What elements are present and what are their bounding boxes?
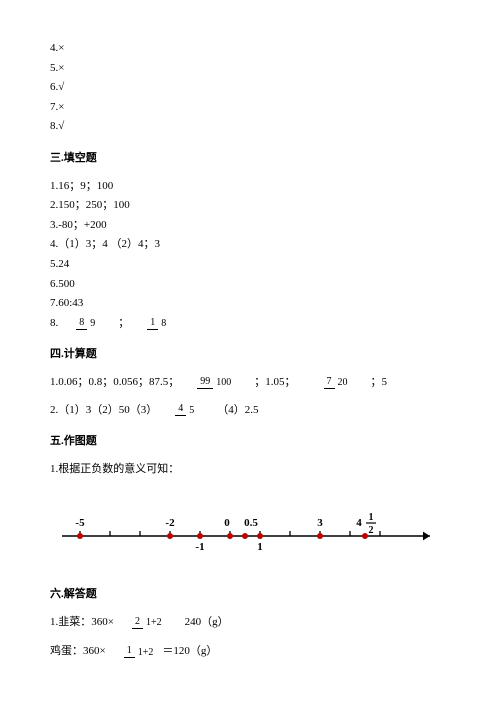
sep: ； bbox=[118, 315, 129, 333]
svg-text:1: 1 bbox=[369, 512, 374, 523]
section5-title: 五.作图题 bbox=[50, 433, 450, 451]
section5-caption: 1.根据正负数的意义可知： bbox=[50, 461, 450, 479]
number-line-svg: -5-2-100.513412 bbox=[50, 492, 450, 572]
frac-den: 20 bbox=[335, 377, 351, 388]
number-line-chart: -5-2-100.513412 bbox=[50, 492, 450, 572]
svg-text:0.5: 0.5 bbox=[244, 517, 258, 529]
svg-text:3: 3 bbox=[317, 517, 323, 529]
section3-body: 1.16；9；100 2.150；250；100 3.-80；+200 4.（1… bbox=[50, 178, 450, 333]
frac-num: 4 bbox=[175, 404, 186, 416]
section6-body: 1.韭菜：360× 2 1+2 240（g） 鸡蛋：360× 1 1+2 ＝12… bbox=[50, 614, 450, 661]
tf-item: 4.× bbox=[50, 40, 450, 58]
section4-body: 1.0.06；0.8；0.056；87.5； 99 100 ；1.05； 7 2… bbox=[50, 374, 450, 419]
svg-text:2: 2 bbox=[369, 525, 374, 536]
mid: ；1.05； bbox=[254, 374, 295, 392]
tf-mark: × bbox=[58, 62, 64, 74]
tf-mark: √ bbox=[58, 120, 64, 132]
tf-mark: × bbox=[58, 42, 64, 54]
section6-title: 六.解答题 bbox=[50, 586, 450, 604]
frac-den: 8 bbox=[158, 318, 169, 329]
prefix: 鸡蛋：360× bbox=[50, 643, 106, 661]
frac-num: 99 bbox=[197, 377, 213, 389]
frac-den: 100 bbox=[213, 377, 234, 388]
fraction: 1 8 bbox=[147, 318, 169, 330]
tf-item: 8.√ bbox=[50, 118, 450, 136]
svg-text:-1: -1 bbox=[195, 541, 204, 553]
frac-den: 9 bbox=[87, 318, 98, 329]
frac-den: 1+2 bbox=[143, 617, 165, 628]
fraction: 8 9 bbox=[76, 318, 98, 330]
fill-line: 5.24 bbox=[50, 256, 450, 274]
tf-list: 4.× 5.× 6.√ 7.× 8.√ bbox=[50, 40, 450, 136]
tf-item: 5.× bbox=[50, 60, 450, 78]
tf-mark: × bbox=[58, 101, 64, 113]
tf-item: 6.√ bbox=[50, 79, 450, 97]
svg-text:1: 1 bbox=[257, 541, 263, 553]
tail: 240（g） bbox=[185, 614, 229, 632]
svg-text:0: 0 bbox=[224, 517, 230, 529]
fraction: 2 1+2 bbox=[132, 617, 165, 629]
frac-num: 2 bbox=[132, 617, 143, 629]
fill-line: 6.500 bbox=[50, 276, 450, 294]
calc-line-1: 1.0.06；0.8；0.056；87.5； 99 100 ；1.05； 7 2… bbox=[50, 374, 450, 392]
frac-den: 1+2 bbox=[135, 647, 157, 658]
frac-den: 5 bbox=[186, 405, 197, 416]
tf-num: 8. bbox=[50, 120, 58, 132]
tf-num: 6. bbox=[50, 81, 58, 93]
tf-num: 5. bbox=[50, 62, 58, 74]
solve-line-2: 鸡蛋：360× 1 1+2 ＝120（g） bbox=[50, 643, 450, 661]
tail: （4）2.5 bbox=[217, 402, 258, 420]
svg-text:4: 4 bbox=[356, 517, 362, 529]
fill-line-8: 8. 8 9 ； 1 8 bbox=[50, 315, 450, 333]
frac-num: 8 bbox=[76, 318, 87, 330]
tf-num: 7. bbox=[50, 101, 58, 113]
prefix: 2.（1）3（2）50（3） bbox=[50, 402, 157, 420]
tf-mark: √ bbox=[58, 81, 64, 93]
fraction: 1 1+2 bbox=[124, 646, 157, 658]
solve-line-1: 1.韭菜：360× 2 1+2 240（g） bbox=[50, 614, 450, 632]
fill-line: 4.（1）3；4 （2）4；3 bbox=[50, 236, 450, 254]
prefix: 1.韭菜：360× bbox=[50, 614, 114, 632]
calc-line-2: 2.（1）3（2）50（3） 4 5 （4）2.5 bbox=[50, 402, 450, 420]
section3-title: 三.填空题 bbox=[50, 150, 450, 168]
tf-num: 4. bbox=[50, 42, 58, 54]
prefix: 8. bbox=[50, 315, 58, 333]
fill-line: 2.150；250；100 bbox=[50, 197, 450, 215]
fraction: 99 100 bbox=[197, 377, 234, 389]
fraction: 7 20 bbox=[324, 377, 351, 389]
frac-num: 7 bbox=[324, 377, 335, 389]
fill-line: 1.16；9；100 bbox=[50, 178, 450, 196]
frac-num: 1 bbox=[124, 646, 135, 658]
frac-num: 1 bbox=[147, 318, 158, 330]
fill-line: 7.60:43 bbox=[50, 295, 450, 313]
tf-item: 7.× bbox=[50, 99, 450, 117]
tail: ＝120（g） bbox=[162, 643, 217, 661]
section4-title: 四.计算题 bbox=[50, 346, 450, 364]
fill-line: 3.-80；+200 bbox=[50, 217, 450, 235]
svg-text:-5: -5 bbox=[75, 517, 85, 529]
tail: ；5 bbox=[371, 374, 388, 392]
prefix: 1.0.06；0.8；0.056；87.5； bbox=[50, 374, 179, 392]
svg-text:-2: -2 bbox=[165, 517, 175, 529]
fraction: 4 5 bbox=[175, 404, 197, 416]
